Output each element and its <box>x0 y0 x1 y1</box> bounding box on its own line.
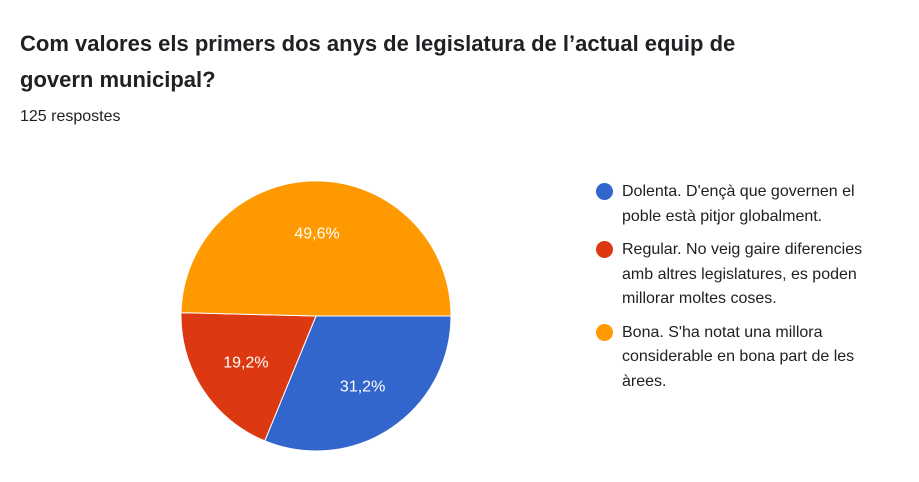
pie-slice-dolenta <box>264 315 452 452</box>
legend-label: Bona. S'ha notat una millora considerabl… <box>622 323 855 390</box>
legend-dot-icon <box>596 323 613 341</box>
pie-label-regular: 19,2% <box>223 355 268 372</box>
pie-label-dolenta: 31,2% <box>340 379 385 396</box>
response-count: 125 respostes <box>20 108 121 125</box>
legend-label: Dolenta. D'ençà que governen el poble es… <box>622 183 855 225</box>
legend-item-regular: Regular. No veig gaire diferencies amb a… <box>596 238 896 312</box>
legend-item-bona: Bona. S'ha notat una millora considerabl… <box>596 321 896 395</box>
legend-dot-icon <box>596 183 613 200</box>
legend-label: Regular. No veig gaire diferencies amb a… <box>622 241 863 307</box>
chart-legend: Dolenta. D'ençà que governen el poble es… <box>596 180 896 403</box>
legend-dot-icon <box>596 241 613 258</box>
pie-label-bona: 49,6% <box>294 225 339 242</box>
question-title: Com valores els primers dos anys de legi… <box>20 31 736 92</box>
pie-slice-regular <box>180 312 317 442</box>
pie-slice-bona <box>180 180 452 317</box>
legend-item-dolenta: Dolenta. D'ençà que governen el poble es… <box>596 180 896 229</box>
